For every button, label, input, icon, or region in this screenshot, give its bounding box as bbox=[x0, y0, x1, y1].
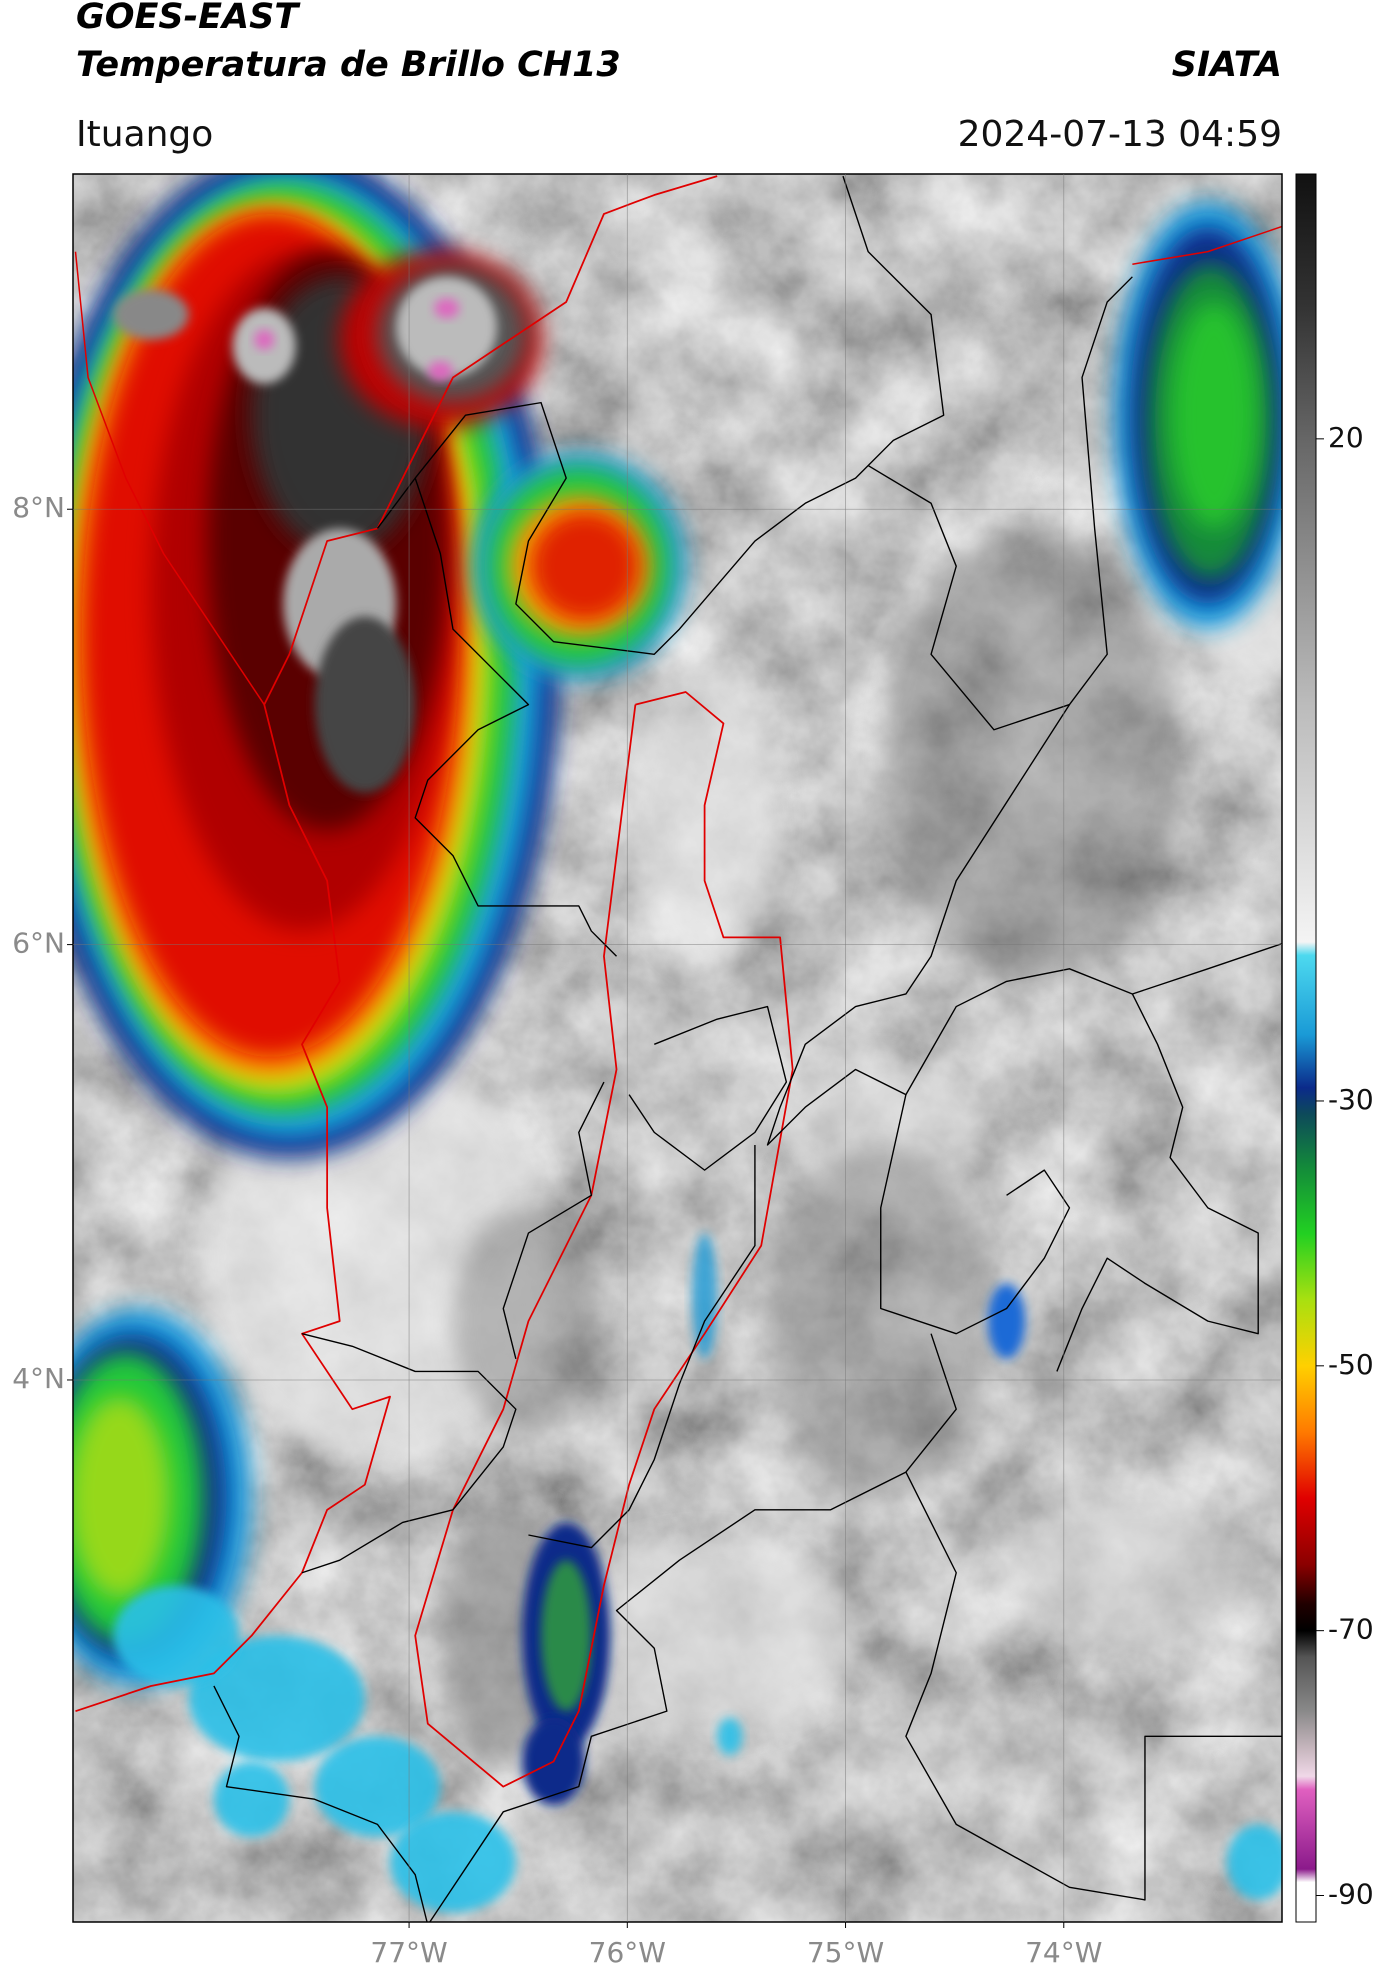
boundary-line bbox=[528, 1144, 756, 1549]
boundary-line bbox=[905, 1471, 1282, 1901]
datetime: 2024-07-13 04:59 bbox=[958, 114, 1282, 155]
y-tick-label: 8°N bbox=[12, 491, 65, 524]
boundary-line bbox=[766, 704, 1282, 1146]
boundary-line bbox=[880, 1094, 1071, 1335]
x-tick-label: 76°W bbox=[589, 1936, 666, 1969]
border-line bbox=[1132, 225, 1282, 265]
map-area bbox=[73, 174, 1282, 1922]
cloud-blob bbox=[390, 1811, 516, 1913]
subtitle: Temperatura de Brillo CH13 bbox=[76, 45, 621, 85]
cloud-blob bbox=[528, 509, 642, 623]
cloud-blob bbox=[113, 289, 189, 340]
boundary-line bbox=[1056, 993, 1259, 1372]
cloud-blob bbox=[73, 1396, 170, 1598]
cloud-blob bbox=[396, 276, 497, 378]
cloud-blob bbox=[1226, 1824, 1282, 1900]
cloud-blob bbox=[254, 329, 275, 350]
x-tick-label: 75°W bbox=[807, 1936, 884, 1969]
region: Ituango bbox=[76, 114, 213, 155]
boundary-line bbox=[628, 1005, 788, 1171]
map-frame bbox=[72, 173, 1283, 1923]
cloud-blob bbox=[314, 616, 416, 793]
y-tick-label: 6°N bbox=[12, 927, 65, 960]
colorbar bbox=[1295, 173, 1317, 1923]
cloud-blob bbox=[717, 1717, 743, 1756]
cloud-blob bbox=[1006, 1497, 1259, 1649]
cloud-blob bbox=[987, 1283, 1026, 1359]
source: SIATA bbox=[1172, 45, 1282, 85]
basin-outline bbox=[414, 691, 794, 1788]
colorbar-tick-label: -50 bbox=[1328, 1348, 1374, 1381]
cloud-blob bbox=[427, 361, 453, 382]
cloud-blob bbox=[541, 1560, 592, 1712]
cloud-blob bbox=[880, 528, 1183, 982]
cloud-blob bbox=[188, 1635, 365, 1762]
colorbar-tick-label: -70 bbox=[1328, 1613, 1374, 1646]
x-tick-label: 77°W bbox=[370, 1936, 447, 1969]
imagery bbox=[73, 174, 1282, 1922]
colorbar-tick-label: -30 bbox=[1328, 1083, 1374, 1116]
cloud-blob bbox=[213, 1761, 290, 1837]
boundary-line bbox=[301, 1333, 517, 1574]
cloud-blob bbox=[553, 1535, 856, 1737]
border-line bbox=[75, 175, 718, 1712]
cloud-blob bbox=[434, 298, 460, 319]
cloud-blob bbox=[1170, 301, 1259, 529]
boundary-line bbox=[414, 477, 618, 957]
x-tick-label: 74°W bbox=[1025, 1936, 1102, 1969]
title: GOES-EAST bbox=[76, 0, 301, 37]
boundary-line bbox=[502, 1081, 605, 1360]
colorbar-tick-label: -90 bbox=[1328, 1878, 1374, 1911]
cloud-blob bbox=[767, 1144, 994, 1498]
y-tick-label: 4°N bbox=[12, 1362, 65, 1395]
border-line bbox=[74, 251, 265, 706]
boundary-line bbox=[213, 1685, 428, 1922]
colorbar-tick-label: 20 bbox=[1328, 421, 1364, 454]
cloud-blob bbox=[113, 1585, 240, 1686]
boundary-line bbox=[428, 1333, 957, 1922]
boundary-line bbox=[376, 175, 945, 655]
cloud-blob bbox=[692, 1233, 718, 1359]
